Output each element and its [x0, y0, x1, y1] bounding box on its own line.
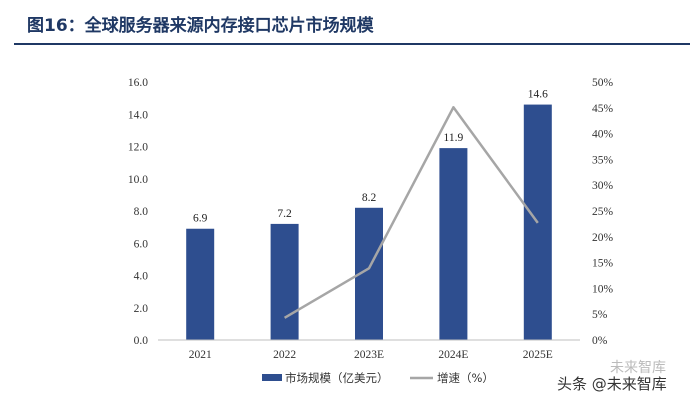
bar-data-label: 11.9 [444, 132, 464, 144]
legend: 市场规模（亿美元） 增速（%） [262, 371, 494, 385]
x-tick-label: 2022 [273, 349, 296, 361]
watermark-faint: 未来智库 [610, 360, 666, 376]
bar-data-label: 6.9 [193, 213, 208, 225]
figure-title: 图16：全球服务器来源内存接口芯片市场规模 [27, 15, 375, 36]
legend-bar-swatch [262, 374, 282, 381]
left-tick-label: 4.0 [134, 271, 149, 283]
left-tick-label: 8.0 [134, 206, 149, 218]
legend-line-label: 增速（%） [437, 371, 494, 385]
right-tick-label: 45% [592, 103, 614, 115]
right-tick-label: 0% [592, 335, 608, 347]
right-tick-label: 35% [592, 154, 614, 166]
right-tick-label: 40% [592, 129, 614, 141]
x-axis: 2021 2022 2023E 2024E 2025E [189, 349, 553, 361]
left-tick-label: 14.0 [128, 109, 148, 121]
bar [439, 148, 468, 340]
right-tick-label: 5% [592, 309, 608, 321]
x-tick-label: 2025E [523, 349, 553, 361]
x-tick-label: 2023E [354, 349, 384, 361]
right-axis: 0% 5% 10% 15% 20% 25% 30% 35% 40% 45% 50% [592, 77, 614, 347]
right-tick-label: 25% [592, 206, 614, 218]
left-tick-label: 2.0 [134, 303, 149, 315]
bar-data-label: 8.2 [362, 192, 377, 204]
left-tick-label: 12.0 [128, 142, 148, 154]
bar-data-label: 7.2 [277, 208, 292, 220]
bar [270, 223, 299, 340]
bar-series [186, 104, 552, 340]
data-labels: 6.9 7.2 8.2 11.9 14.6 [193, 89, 548, 225]
right-tick-label: 10% [592, 283, 614, 295]
right-tick-label: 50% [592, 77, 614, 89]
left-axis: 0.0 2.0 4.0 6.0 8.0 10.0 12.0 14.0 16.0 [128, 77, 148, 347]
right-tick-label: 20% [592, 232, 614, 244]
left-tick-label: 10.0 [128, 174, 148, 186]
line-series [283, 106, 539, 319]
growth-line [283, 106, 539, 319]
bar-data-label: 14.6 [528, 89, 548, 101]
left-tick-label: 0.0 [134, 335, 149, 347]
watermark: 未来智库 头条 @未来智库 [557, 360, 667, 393]
left-tick-label: 16.0 [128, 77, 148, 89]
plot-area: 0.0 2.0 4.0 6.0 8.0 10.0 12.0 14.0 16.0 0% 5% 10% 1… [128, 77, 614, 361]
x-tick-label: 2021 [189, 349, 212, 361]
left-tick-label: 6.0 [134, 238, 149, 250]
watermark-text: 头条 @未来智库 [557, 375, 667, 393]
right-tick-label: 30% [592, 180, 614, 192]
legend-bar-label: 市场规模（亿美元） [285, 371, 389, 385]
x-tick-label: 2024E [438, 349, 468, 361]
bar [186, 228, 215, 340]
right-tick-label: 15% [592, 258, 614, 270]
